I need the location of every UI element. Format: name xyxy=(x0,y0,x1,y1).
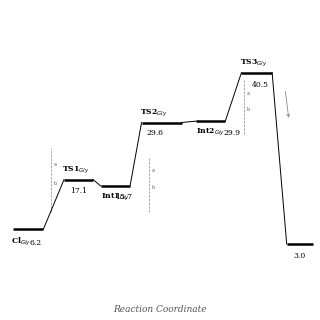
Text: Cl$_{Gly}$: Cl$_{Gly}$ xyxy=(11,236,31,248)
Text: a: a xyxy=(152,168,155,173)
Text: 40.5: 40.5 xyxy=(251,81,268,89)
Text: a: a xyxy=(247,91,250,96)
Text: 29.6: 29.6 xyxy=(147,129,164,137)
Text: TS2$_{Gly}$: TS2$_{Gly}$ xyxy=(140,108,167,119)
Text: TS3$_{Gly}$: TS3$_{Gly}$ xyxy=(240,58,267,69)
Text: 15.7: 15.7 xyxy=(115,193,132,201)
Text: b: b xyxy=(53,181,57,186)
Text: Reaction Coordinate: Reaction Coordinate xyxy=(113,305,207,314)
Text: b: b xyxy=(247,107,250,112)
Text: 3.0: 3.0 xyxy=(294,252,306,260)
Text: 29.9: 29.9 xyxy=(223,129,240,137)
Text: Int1$_{Gly}$: Int1$_{Gly}$ xyxy=(101,192,130,203)
Text: b: b xyxy=(152,185,155,190)
Text: a: a xyxy=(53,162,56,167)
Text: 6.2: 6.2 xyxy=(29,239,42,247)
Text: TS1$_{Gly}$: TS1$_{Gly}$ xyxy=(62,165,90,176)
Text: 17.1: 17.1 xyxy=(70,187,87,195)
Text: Int2$_{Gly}$: Int2$_{Gly}$ xyxy=(196,127,225,138)
